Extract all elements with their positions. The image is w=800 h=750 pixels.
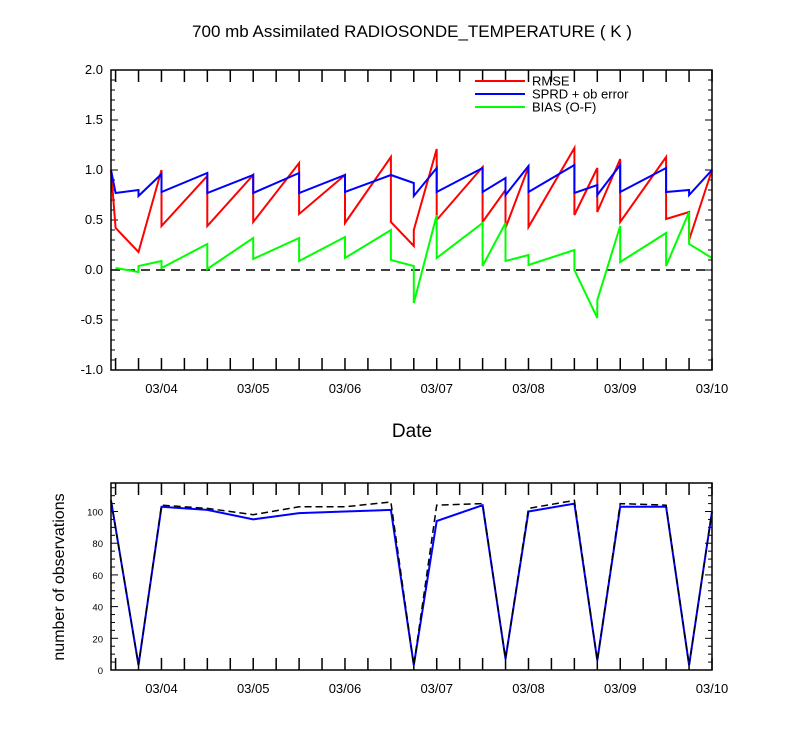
chart-title: 700 mb Assimilated RADIOSONDE_TEMPERATUR… <box>192 22 632 41</box>
x-tick-label: 03/04 <box>145 681 178 696</box>
legend-label: BIAS (O-F) <box>532 100 596 115</box>
top-series <box>110 144 713 319</box>
y-tick-label: 40 <box>92 603 103 614</box>
x-tick-label: 03/09 <box>604 681 637 696</box>
y-tick-label: 60 <box>92 571 103 582</box>
bias-rmse-panel: 700 mb Assimilated RADIOSONDE_TEMPERATUR… <box>81 22 729 442</box>
x-tick-label: 03/06 <box>329 381 362 396</box>
series-line-observations-used <box>110 500 713 666</box>
y-tick-label: 80 <box>92 539 103 550</box>
y-tick-label: 0.0 <box>85 262 103 277</box>
y-tick-label: 0.5 <box>85 212 103 227</box>
x-tick-label: 03/10 <box>696 381 729 396</box>
y-tick-label: -1.0 <box>81 362 103 377</box>
top-plot-frame <box>110 69 713 371</box>
bottom-ticks <box>111 483 713 671</box>
legend-label: SPRD + ob error <box>532 87 629 102</box>
y-axis-label: number of observations <box>51 493 68 660</box>
observations-panel: 0 20 40 60 80 100 03/04 03/05 03/06 03/07 03/08 03/… <box>51 482 728 696</box>
x-tick-label: 03/05 <box>237 381 270 396</box>
x-tick-label: 03/05 <box>237 681 270 696</box>
top-tick-labels: -1.0 -0.5 0.0 0.5 1.0 1.5 2.0 03/04 03/05 03/06 03… <box>81 62 729 396</box>
x-tick-label: 03/06 <box>329 681 362 696</box>
x-tick-label: 03/10 <box>696 681 729 696</box>
y-tick-label: 2.0 <box>85 62 103 77</box>
series-line-bias-o-f <box>115 211 713 319</box>
y-tick-label: 20 <box>92 634 103 645</box>
x-tick-label: 03/08 <box>512 681 545 696</box>
x-axis-label: Date <box>392 421 432 442</box>
y-tick-label: 1.0 <box>85 162 103 177</box>
x-tick-label: 03/09 <box>604 381 637 396</box>
series-line-observations-possible <box>110 499 713 666</box>
y-tick-label: 1.5 <box>85 112 103 127</box>
bottom-tick-labels: 0 20 40 60 80 100 03/04 03/05 03/06 03/07 03/08 03/… <box>87 508 728 696</box>
y-tick-label: -0.5 <box>81 312 103 327</box>
x-tick-label: 03/07 <box>420 681 453 696</box>
x-tick-label: 03/08 <box>512 381 545 396</box>
bottom-series <box>110 499 713 666</box>
x-tick-label: 03/07 <box>420 381 453 396</box>
x-tick-label: 03/04 <box>145 381 178 396</box>
series-line-sprd-ob-error <box>110 162 713 199</box>
y-tick-label: 100 <box>87 508 103 519</box>
y-tick-label: 0 <box>98 666 103 677</box>
bottom-plot-frame <box>110 482 713 671</box>
legend-label: RMSE <box>532 74 570 89</box>
series-line-rmse <box>110 144 713 254</box>
